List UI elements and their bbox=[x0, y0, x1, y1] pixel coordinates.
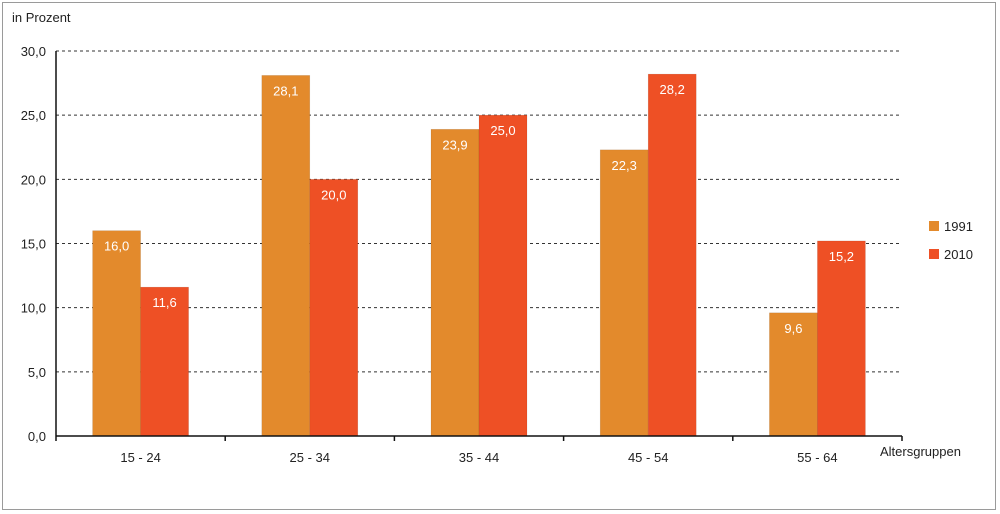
data-label: 25,0 bbox=[490, 123, 515, 138]
legend-swatch-1991 bbox=[929, 221, 939, 231]
y-tick-label: 15,0 bbox=[21, 237, 46, 252]
bar-2010-1 bbox=[309, 179, 359, 437]
y-tick-label: 5,0 bbox=[28, 365, 46, 380]
data-label: 28,2 bbox=[660, 82, 685, 97]
bar-1991-4 bbox=[769, 312, 818, 437]
bar-2010-0 bbox=[140, 286, 189, 437]
data-label: 23,9 bbox=[442, 137, 467, 152]
y-tick-label: 10,0 bbox=[21, 301, 46, 316]
bar-2010-2 bbox=[478, 114, 528, 437]
data-label: 11,6 bbox=[152, 295, 176, 310]
y-tick-label: 25,0 bbox=[21, 108, 46, 123]
legend-swatch-2010 bbox=[929, 249, 939, 259]
bar-1991-3 bbox=[599, 149, 649, 437]
y-tick-label: 0,0 bbox=[28, 429, 46, 444]
x-tick-label: 35 - 44 bbox=[459, 450, 499, 465]
y-axis-title: in Prozent bbox=[12, 10, 71, 25]
x-axis-title: Altersgruppen bbox=[880, 444, 961, 459]
data-label: 16,0 bbox=[104, 239, 129, 254]
axes: 0,0 5,0 10,0 15,0 20,0 25,0 30,0 15 - 24 25 - 34… bbox=[21, 44, 903, 465]
x-tick-label: 55 - 64 bbox=[797, 450, 837, 465]
data-label: 9,6 bbox=[784, 321, 802, 336]
data-label: 28,1 bbox=[273, 83, 298, 98]
y-tick-label: 20,0 bbox=[21, 172, 46, 187]
y-tick-label: 30,0 bbox=[21, 44, 46, 59]
legend-label-2010: 2010 bbox=[944, 247, 973, 262]
bar-1991-0 bbox=[92, 230, 141, 437]
bars: 16,0 11,6 28,1 20,0 23,9 25,0 22,3 28,2 9,6 15,2 bbox=[92, 73, 866, 437]
bar-2010-4 bbox=[817, 240, 866, 437]
bar-1991-2 bbox=[430, 128, 480, 437]
data-label: 22,3 bbox=[612, 158, 637, 173]
x-tick-label: 15 - 24 bbox=[120, 450, 160, 465]
bar-1991-1 bbox=[261, 75, 311, 437]
bar-2010-3 bbox=[647, 73, 697, 437]
legend-label-1991: 1991 bbox=[944, 219, 973, 234]
data-label: 15,2 bbox=[829, 249, 854, 264]
x-tick-label: 25 - 34 bbox=[290, 450, 330, 465]
data-label: 20,0 bbox=[321, 187, 346, 202]
legend: 1991 2010 bbox=[929, 219, 973, 262]
x-tick-label: 45 - 54 bbox=[628, 450, 668, 465]
